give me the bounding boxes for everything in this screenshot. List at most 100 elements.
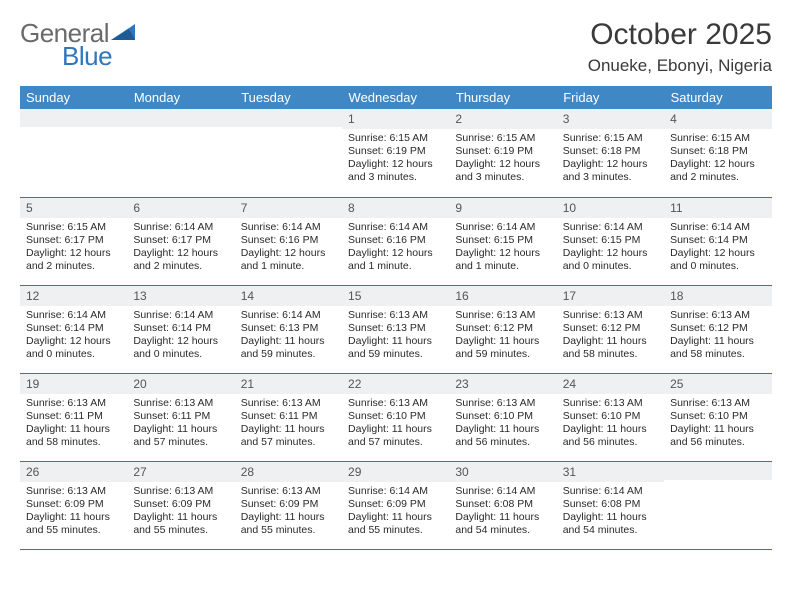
sunset-text: Sunset: 6:12 PM bbox=[563, 322, 658, 335]
day-details: Sunrise: 6:14 AMSunset: 6:13 PMDaylight:… bbox=[235, 306, 342, 366]
sunset-text: Sunset: 6:15 PM bbox=[563, 234, 658, 247]
day-number: 21 bbox=[235, 374, 342, 394]
sunset-text: Sunset: 6:13 PM bbox=[241, 322, 336, 335]
sunset-text: Sunset: 6:09 PM bbox=[241, 498, 336, 511]
sunrise-text: Sunrise: 6:14 AM bbox=[455, 221, 550, 234]
day-number: 15 bbox=[342, 286, 449, 306]
day-details: Sunrise: 6:15 AMSunset: 6:19 PMDaylight:… bbox=[449, 129, 556, 189]
day-details: Sunrise: 6:14 AMSunset: 6:14 PMDaylight:… bbox=[127, 306, 234, 366]
sunset-text: Sunset: 6:10 PM bbox=[670, 410, 765, 423]
calendar-row: 1Sunrise: 6:15 AMSunset: 6:19 PMDaylight… bbox=[20, 109, 772, 197]
weekday-header: Thursday bbox=[449, 86, 556, 109]
sunrise-text: Sunrise: 6:13 AM bbox=[670, 309, 765, 322]
calendar-cell: 8Sunrise: 6:14 AMSunset: 6:16 PMDaylight… bbox=[342, 197, 449, 285]
calendar-cell: 21Sunrise: 6:13 AMSunset: 6:11 PMDayligh… bbox=[235, 373, 342, 461]
day-details: Sunrise: 6:14 AMSunset: 6:17 PMDaylight:… bbox=[127, 218, 234, 278]
calendar-cell: 27Sunrise: 6:13 AMSunset: 6:09 PMDayligh… bbox=[127, 461, 234, 549]
day-number: 31 bbox=[557, 462, 664, 482]
day-number: 28 bbox=[235, 462, 342, 482]
day-number: 18 bbox=[664, 286, 771, 306]
daylight-text: Daylight: 12 hours and 3 minutes. bbox=[348, 158, 443, 184]
daylight-text: Daylight: 11 hours and 57 minutes. bbox=[348, 423, 443, 449]
calendar-page: General Blue October 2025 Onueke, Ebonyi… bbox=[0, 0, 792, 560]
daylight-text: Daylight: 11 hours and 56 minutes. bbox=[455, 423, 550, 449]
calendar-cell: 5Sunrise: 6:15 AMSunset: 6:17 PMDaylight… bbox=[20, 197, 127, 285]
daylight-text: Daylight: 11 hours and 57 minutes. bbox=[241, 423, 336, 449]
day-number: 17 bbox=[557, 286, 664, 306]
calendar-cell bbox=[127, 109, 234, 197]
daylight-text: Daylight: 12 hours and 1 minute. bbox=[241, 247, 336, 273]
calendar-row: 26Sunrise: 6:13 AMSunset: 6:09 PMDayligh… bbox=[20, 461, 772, 549]
sunrise-text: Sunrise: 6:13 AM bbox=[241, 485, 336, 498]
daylight-text: Daylight: 12 hours and 0 minutes. bbox=[563, 247, 658, 273]
day-details: Sunrise: 6:13 AMSunset: 6:11 PMDaylight:… bbox=[235, 394, 342, 454]
sunset-text: Sunset: 6:11 PM bbox=[133, 410, 228, 423]
page-header: General Blue October 2025 Onueke, Ebonyi… bbox=[20, 18, 772, 76]
day-number: 16 bbox=[449, 286, 556, 306]
calendar-table: Sunday Monday Tuesday Wednesday Thursday… bbox=[20, 86, 772, 550]
calendar-cell: 16Sunrise: 6:13 AMSunset: 6:12 PMDayligh… bbox=[449, 285, 556, 373]
day-details: Sunrise: 6:14 AMSunset: 6:15 PMDaylight:… bbox=[449, 218, 556, 278]
calendar-cell: 2Sunrise: 6:15 AMSunset: 6:19 PMDaylight… bbox=[449, 109, 556, 197]
day-details: Sunrise: 6:14 AMSunset: 6:16 PMDaylight:… bbox=[235, 218, 342, 278]
sunset-text: Sunset: 6:16 PM bbox=[241, 234, 336, 247]
sunset-text: Sunset: 6:13 PM bbox=[348, 322, 443, 335]
day-details: Sunrise: 6:14 AMSunset: 6:16 PMDaylight:… bbox=[342, 218, 449, 278]
sunrise-text: Sunrise: 6:13 AM bbox=[455, 397, 550, 410]
calendar-row: 5Sunrise: 6:15 AMSunset: 6:17 PMDaylight… bbox=[20, 197, 772, 285]
day-number: 30 bbox=[449, 462, 556, 482]
daylight-text: Daylight: 11 hours and 58 minutes. bbox=[563, 335, 658, 361]
day-number: 29 bbox=[342, 462, 449, 482]
daylight-text: Daylight: 11 hours and 54 minutes. bbox=[455, 511, 550, 537]
calendar-row: 19Sunrise: 6:13 AMSunset: 6:11 PMDayligh… bbox=[20, 373, 772, 461]
daylight-text: Daylight: 12 hours and 2 minutes. bbox=[133, 247, 228, 273]
day-details: Sunrise: 6:13 AMSunset: 6:12 PMDaylight:… bbox=[557, 306, 664, 366]
daylight-text: Daylight: 12 hours and 3 minutes. bbox=[563, 158, 658, 184]
calendar-cell bbox=[235, 109, 342, 197]
sunset-text: Sunset: 6:15 PM bbox=[455, 234, 550, 247]
sunrise-text: Sunrise: 6:14 AM bbox=[348, 485, 443, 498]
sunset-text: Sunset: 6:11 PM bbox=[26, 410, 121, 423]
calendar-cell: 29Sunrise: 6:14 AMSunset: 6:09 PMDayligh… bbox=[342, 461, 449, 549]
day-details: Sunrise: 6:15 AMSunset: 6:18 PMDaylight:… bbox=[664, 129, 771, 189]
daylight-text: Daylight: 11 hours and 55 minutes. bbox=[133, 511, 228, 537]
title-block: October 2025 Onueke, Ebonyi, Nigeria bbox=[588, 18, 772, 76]
daylight-text: Daylight: 12 hours and 0 minutes. bbox=[26, 335, 121, 361]
calendar-cell: 30Sunrise: 6:14 AMSunset: 6:08 PMDayligh… bbox=[449, 461, 556, 549]
day-number: 3 bbox=[557, 109, 664, 129]
calendar-body: 1Sunrise: 6:15 AMSunset: 6:19 PMDaylight… bbox=[20, 109, 772, 549]
daylight-text: Daylight: 11 hours and 54 minutes. bbox=[563, 511, 658, 537]
sunset-text: Sunset: 6:19 PM bbox=[348, 145, 443, 158]
calendar-cell: 12Sunrise: 6:14 AMSunset: 6:14 PMDayligh… bbox=[20, 285, 127, 373]
daylight-text: Daylight: 12 hours and 1 minute. bbox=[455, 247, 550, 273]
sunset-text: Sunset: 6:10 PM bbox=[563, 410, 658, 423]
sunrise-text: Sunrise: 6:15 AM bbox=[26, 221, 121, 234]
sunrise-text: Sunrise: 6:14 AM bbox=[563, 485, 658, 498]
calendar-cell: 28Sunrise: 6:13 AMSunset: 6:09 PMDayligh… bbox=[235, 461, 342, 549]
sunrise-text: Sunrise: 6:15 AM bbox=[455, 132, 550, 145]
sunrise-text: Sunrise: 6:14 AM bbox=[241, 221, 336, 234]
day-number: 20 bbox=[127, 374, 234, 394]
sunset-text: Sunset: 6:17 PM bbox=[26, 234, 121, 247]
day-details: Sunrise: 6:13 AMSunset: 6:10 PMDaylight:… bbox=[557, 394, 664, 454]
daylight-text: Daylight: 12 hours and 0 minutes. bbox=[133, 335, 228, 361]
weekday-header: Tuesday bbox=[235, 86, 342, 109]
day-details: Sunrise: 6:14 AMSunset: 6:09 PMDaylight:… bbox=[342, 482, 449, 542]
calendar-cell: 23Sunrise: 6:13 AMSunset: 6:10 PMDayligh… bbox=[449, 373, 556, 461]
day-number: 9 bbox=[449, 198, 556, 218]
calendar-cell: 10Sunrise: 6:14 AMSunset: 6:15 PMDayligh… bbox=[557, 197, 664, 285]
sunset-text: Sunset: 6:10 PM bbox=[455, 410, 550, 423]
day-number: 24 bbox=[557, 374, 664, 394]
daylight-text: Daylight: 11 hours and 58 minutes. bbox=[670, 335, 765, 361]
calendar-cell: 25Sunrise: 6:13 AMSunset: 6:10 PMDayligh… bbox=[664, 373, 771, 461]
day-number: 8 bbox=[342, 198, 449, 218]
daylight-text: Daylight: 12 hours and 2 minutes. bbox=[26, 247, 121, 273]
daylight-text: Daylight: 12 hours and 1 minute. bbox=[348, 247, 443, 273]
daylight-text: Daylight: 12 hours and 2 minutes. bbox=[670, 158, 765, 184]
weekday-header: Saturday bbox=[664, 86, 771, 109]
day-number: 11 bbox=[664, 198, 771, 218]
sunrise-text: Sunrise: 6:15 AM bbox=[670, 132, 765, 145]
day-details: Sunrise: 6:13 AMSunset: 6:12 PMDaylight:… bbox=[664, 306, 771, 366]
day-number bbox=[664, 462, 771, 480]
calendar-cell: 18Sunrise: 6:13 AMSunset: 6:12 PMDayligh… bbox=[664, 285, 771, 373]
